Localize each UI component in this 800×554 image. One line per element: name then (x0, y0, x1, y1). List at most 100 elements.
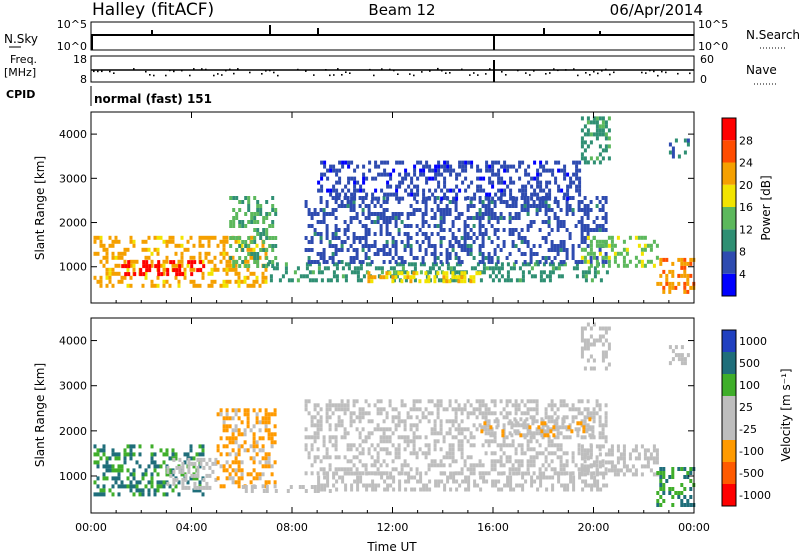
heatmap-cell (373, 459, 377, 464)
heatmap-cell (337, 403, 341, 408)
heatmap-cell (172, 457, 176, 462)
heatmap-cell (379, 447, 383, 452)
heatmap-cell (565, 252, 569, 256)
heatmap-cell (535, 212, 539, 216)
heatmap-cell (400, 435, 404, 440)
heatmap-cell (349, 423, 353, 428)
heatmap-cell (541, 451, 545, 456)
heatmap-cell (335, 471, 339, 476)
heatmap-cell (467, 479, 471, 484)
heatmap-cell (583, 212, 587, 216)
heatmap-cell (674, 345, 678, 350)
heatmap-cell (211, 469, 215, 474)
heatmap-cell (470, 164, 474, 169)
heatmap-cell (529, 447, 533, 452)
heatmap-cell (102, 243, 106, 248)
heatmap-cell (443, 164, 447, 169)
heatmap-cell (240, 460, 244, 465)
heatmap-cell (643, 456, 647, 461)
heatmap-cell (335, 192, 339, 197)
heatmap-cell (577, 220, 581, 224)
heatmap-cell (499, 411, 503, 416)
heatmap-cell (322, 216, 326, 220)
heatmap-cell (604, 239, 608, 244)
heatmap-cell (240, 472, 244, 477)
heatmap-cell (404, 487, 408, 492)
heatmap-cell (580, 255, 584, 260)
heatmap-cell (475, 415, 479, 420)
heatmap-cell (514, 451, 518, 456)
heatmap-cell (123, 448, 127, 453)
heatmap-cell (157, 264, 161, 269)
heatmap-cell (601, 116, 605, 121)
heatmap-cell (602, 483, 606, 488)
heatmap-cell (394, 427, 398, 432)
heatmap-cell (610, 464, 614, 469)
heatmap-cell (595, 216, 599, 220)
heatmap-cell (485, 168, 489, 173)
heatmap-cell (535, 399, 539, 404)
heatmap-cell (403, 224, 407, 228)
heatmap-cell (259, 204, 263, 208)
heatmap-cell (145, 268, 149, 273)
heatmap-cell (416, 160, 420, 165)
heatmap-cell (234, 480, 238, 485)
heatmap-cell (457, 240, 461, 244)
heatmap-cell (522, 425, 526, 430)
heatmap-cell (132, 476, 136, 481)
heatmap-cell (270, 464, 274, 469)
heatmap-cell (105, 464, 109, 469)
heatmap-cell (382, 427, 386, 432)
heatmap-cell (527, 180, 531, 185)
heatmap-cell (501, 433, 505, 438)
heatmap-cell (391, 467, 395, 472)
heatmap-cell (445, 451, 449, 456)
heatmap-cell (397, 455, 401, 460)
heatmap-cell (424, 208, 428, 212)
heatmap-cell (490, 256, 494, 260)
heatmap-cell (379, 463, 383, 468)
heatmap-cell (659, 261, 663, 266)
heatmap-cell (261, 448, 265, 453)
heatmap-cell (234, 267, 238, 272)
heatmap-cell (659, 483, 663, 487)
heatmap-cell (377, 164, 381, 169)
heatmap-cell (619, 468, 623, 473)
heatmap-cell (192, 243, 196, 248)
heatmap-cell (394, 220, 398, 224)
heatmap-cell (319, 240, 323, 244)
heatmap-cell (643, 464, 647, 469)
heatmap-cell (457, 403, 461, 408)
heatmap-cell (421, 200, 425, 204)
colorbar-segment (722, 462, 736, 484)
heatmap-cell (478, 260, 482, 264)
heatmap-cell (604, 452, 608, 457)
heatmap-cell (493, 200, 497, 204)
heatmap-cell (581, 274, 585, 279)
heatmap-cell (634, 263, 638, 268)
heatmap-cell (616, 251, 620, 256)
heatmap-cell (490, 200, 494, 204)
heatmap-cell (325, 224, 329, 228)
nave-dot (221, 74, 223, 76)
heatmap-cell (458, 483, 462, 488)
heatmap-cell (320, 483, 324, 488)
heatmap-cell (364, 240, 368, 244)
heatmap-cell (379, 224, 383, 228)
heatmap-cell (352, 443, 356, 448)
heatmap-cell (114, 239, 118, 244)
heatmap-cell (237, 468, 241, 473)
heatmap-cell (559, 224, 563, 228)
heatmap-cell (356, 188, 360, 193)
heatmap-cell (585, 429, 589, 434)
heatmap-cell (637, 452, 641, 457)
heatmap-cell (270, 440, 274, 445)
heatmap-cell (129, 484, 133, 489)
nave-dot (373, 74, 375, 77)
heatmap-cell (662, 475, 666, 479)
heatmap-cell (596, 479, 600, 484)
heatmap-cell (427, 451, 431, 456)
heatmap-cell (156, 275, 160, 280)
heatmap-cell (382, 196, 386, 200)
heatmap-cell (353, 184, 357, 189)
